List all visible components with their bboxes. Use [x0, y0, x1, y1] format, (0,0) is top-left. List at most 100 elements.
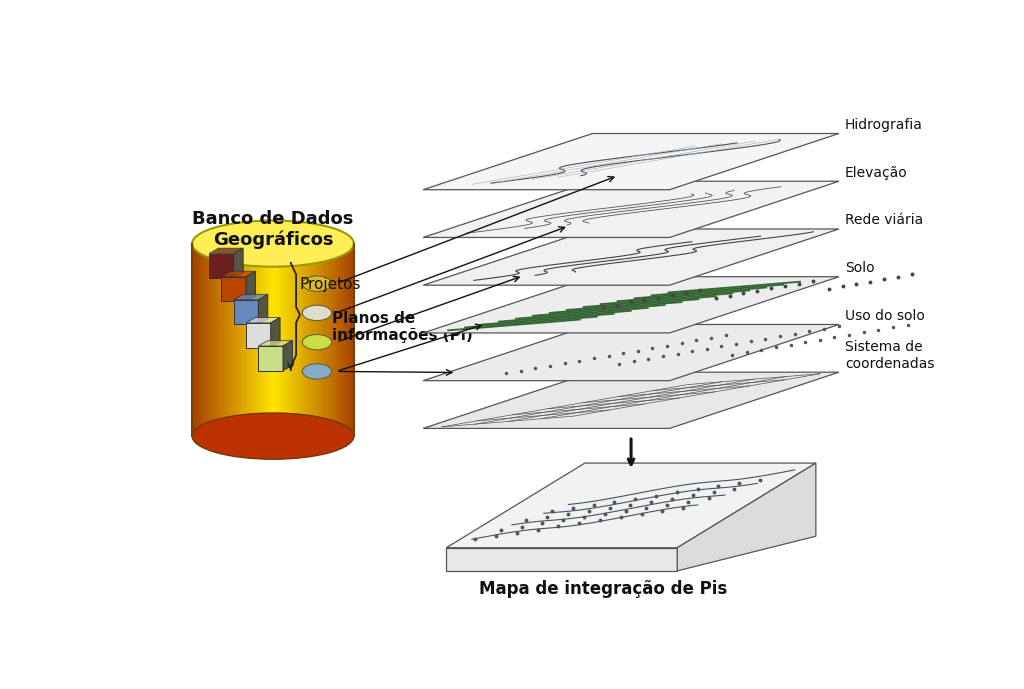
- Bar: [293, 244, 295, 436]
- Polygon shape: [209, 254, 233, 278]
- Bar: [245, 244, 247, 436]
- Bar: [228, 244, 230, 436]
- Bar: [350, 244, 352, 436]
- Bar: [255, 244, 257, 436]
- Bar: [313, 244, 315, 436]
- Bar: [247, 244, 249, 436]
- Bar: [203, 244, 204, 436]
- Polygon shape: [221, 277, 246, 301]
- Bar: [287, 244, 289, 436]
- Bar: [230, 244, 232, 436]
- Polygon shape: [423, 325, 839, 380]
- Bar: [239, 244, 241, 436]
- Bar: [259, 244, 261, 436]
- Bar: [322, 244, 324, 436]
- Bar: [249, 244, 251, 436]
- Text: Mapa de integração de Pis: Mapa de integração de Pis: [479, 580, 727, 598]
- Bar: [278, 244, 280, 436]
- Bar: [283, 244, 285, 436]
- Bar: [201, 244, 203, 436]
- Bar: [226, 244, 228, 436]
- Text: Elevação: Elevação: [845, 165, 908, 180]
- Polygon shape: [677, 463, 816, 571]
- Bar: [289, 244, 291, 436]
- Text: Hidrografia: Hidrografia: [845, 118, 923, 132]
- Bar: [291, 244, 293, 436]
- Polygon shape: [233, 248, 243, 278]
- Polygon shape: [233, 294, 267, 300]
- Bar: [214, 244, 216, 436]
- Bar: [271, 244, 273, 436]
- Bar: [336, 244, 338, 436]
- Polygon shape: [209, 248, 243, 254]
- Bar: [285, 244, 287, 436]
- Bar: [197, 244, 199, 436]
- Bar: [195, 244, 197, 436]
- Bar: [346, 244, 348, 436]
- Bar: [208, 244, 210, 436]
- Bar: [309, 244, 311, 436]
- Bar: [280, 244, 282, 436]
- Bar: [204, 244, 206, 436]
- Polygon shape: [423, 134, 839, 189]
- Bar: [324, 244, 326, 436]
- Bar: [344, 244, 346, 436]
- Ellipse shape: [302, 305, 332, 320]
- Bar: [342, 244, 344, 436]
- Bar: [334, 244, 336, 436]
- Bar: [263, 244, 265, 436]
- Bar: [328, 244, 330, 436]
- Polygon shape: [423, 277, 839, 333]
- Bar: [251, 244, 253, 436]
- Bar: [338, 244, 340, 436]
- Bar: [269, 244, 271, 436]
- Ellipse shape: [302, 364, 332, 379]
- Text: Solo: Solo: [845, 261, 874, 275]
- Polygon shape: [258, 294, 267, 325]
- Bar: [257, 244, 259, 436]
- Text: Sistema de
coordenadas: Sistema de coordenadas: [845, 340, 935, 371]
- Bar: [332, 244, 334, 436]
- Bar: [265, 244, 267, 436]
- Bar: [275, 244, 278, 436]
- Bar: [199, 244, 201, 436]
- Text: Planos de
informações (Pi): Planos de informações (Pi): [333, 311, 473, 343]
- Bar: [224, 244, 226, 436]
- Bar: [218, 244, 220, 436]
- Bar: [232, 244, 234, 436]
- Bar: [222, 244, 224, 436]
- Bar: [340, 244, 342, 436]
- Polygon shape: [423, 372, 839, 429]
- Bar: [303, 244, 305, 436]
- Ellipse shape: [302, 276, 332, 291]
- Bar: [305, 244, 307, 436]
- Text: Rede viária: Rede viária: [845, 214, 924, 227]
- Polygon shape: [446, 463, 816, 548]
- Bar: [261, 244, 263, 436]
- Polygon shape: [246, 271, 255, 301]
- Bar: [311, 244, 313, 436]
- Polygon shape: [258, 340, 293, 346]
- Bar: [212, 244, 214, 436]
- Polygon shape: [423, 229, 839, 285]
- Polygon shape: [270, 318, 280, 347]
- Bar: [241, 244, 243, 436]
- Polygon shape: [283, 340, 293, 371]
- Bar: [273, 244, 275, 436]
- Bar: [237, 244, 239, 436]
- Bar: [295, 244, 297, 436]
- Polygon shape: [233, 300, 258, 325]
- Bar: [253, 244, 255, 436]
- Bar: [216, 244, 218, 436]
- Bar: [326, 244, 328, 436]
- Bar: [210, 244, 212, 436]
- Polygon shape: [221, 271, 255, 277]
- Bar: [299, 244, 301, 436]
- Bar: [297, 244, 299, 436]
- Bar: [193, 244, 195, 436]
- Ellipse shape: [193, 220, 354, 267]
- Polygon shape: [246, 318, 280, 323]
- Text: Banco de Dados
Geográficos: Banco de Dados Geográficos: [193, 210, 353, 249]
- Polygon shape: [258, 346, 283, 371]
- Text: Projetos: Projetos: [300, 277, 361, 292]
